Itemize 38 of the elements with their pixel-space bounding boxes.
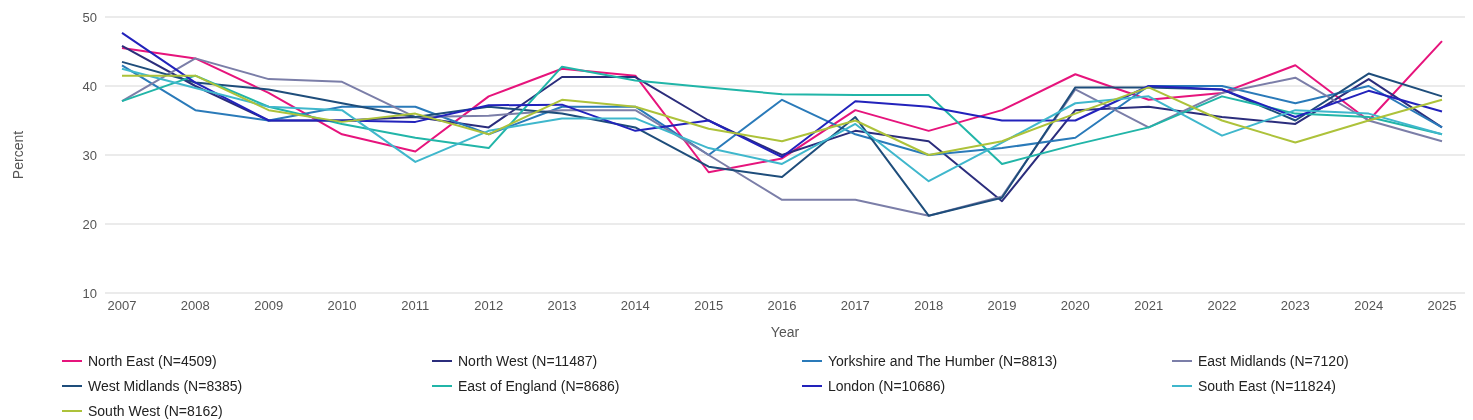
line-series: [121, 31, 1443, 159]
legend-label: London (N=10686): [828, 377, 946, 394]
x-tick-label: 2021: [1134, 298, 1164, 314]
x-tick-label: 2025: [1427, 298, 1457, 314]
legend-label: East Midlands (N=7120): [1198, 352, 1349, 369]
line-series: [121, 67, 1443, 183]
y-tick-label: 40: [82, 78, 97, 94]
x-tick-label: 2024: [1354, 298, 1384, 314]
x-tick-label: 2010: [327, 298, 357, 314]
x-tick-label: 2009: [254, 298, 284, 314]
y-tick-label: 30: [82, 147, 97, 163]
x-tick-label: 2022: [1207, 298, 1237, 314]
x-tick-label: 2008: [180, 298, 210, 314]
x-axis-title: Year: [770, 324, 800, 340]
legend-label: South West (N=8162): [88, 402, 223, 419]
x-tick-label: 2017: [840, 298, 870, 314]
x-tick-label: 2014: [620, 298, 650, 314]
x-tick-label: 2012: [474, 298, 504, 314]
line-series: [121, 40, 1443, 174]
legend-label: East of England (N=8686): [458, 377, 620, 394]
legend-label: North East (N=4509): [88, 352, 217, 369]
x-tick-label: 2019: [987, 298, 1017, 314]
x-tick-label: 2013: [547, 298, 577, 314]
legend-label: Yorkshire and The Humber (N=8813): [828, 352, 1058, 369]
x-tick-label: 2023: [1280, 298, 1310, 314]
x-tick-label: 2015: [694, 298, 724, 314]
legend-label: North West (N=11487): [458, 352, 598, 369]
x-tick-label: 2020: [1060, 298, 1090, 314]
y-tick-label: 10: [82, 285, 97, 301]
x-tick-label: 2011: [401, 298, 430, 314]
x-tick-label: 2016: [767, 298, 797, 314]
legend-label: West Midlands (N=8385): [88, 377, 243, 394]
x-tick-label: 2007: [107, 298, 137, 314]
x-tick-label: 2018: [914, 298, 944, 314]
legend-label: South East (N=11824): [1198, 377, 1336, 394]
y-axis-title: Percent: [9, 130, 26, 180]
y-tick-label: 20: [82, 216, 97, 232]
y-tick-label: 50: [82, 9, 97, 25]
